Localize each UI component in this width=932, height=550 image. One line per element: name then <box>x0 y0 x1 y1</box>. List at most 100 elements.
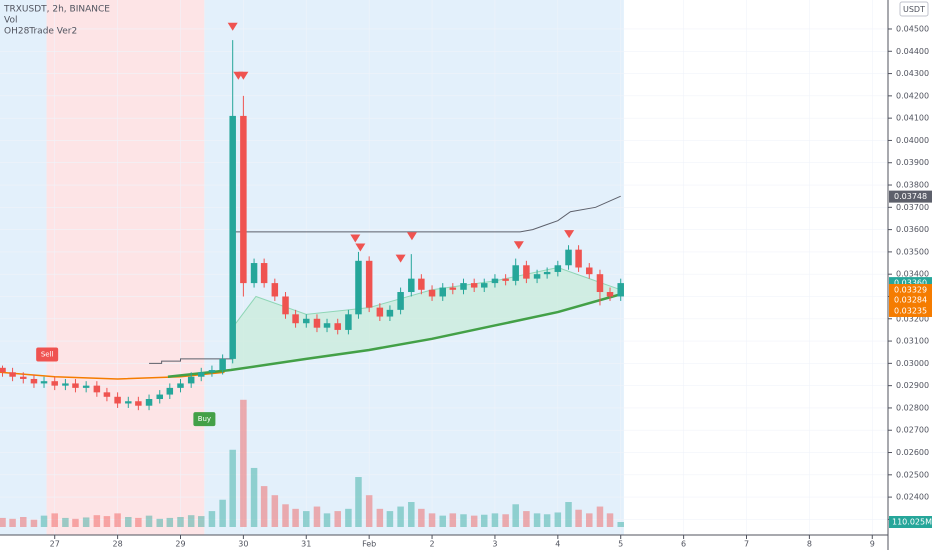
candle-body <box>386 309 394 317</box>
volume-bar <box>449 513 457 527</box>
candle-body <box>240 115 247 284</box>
candle-body <box>313 318 321 328</box>
candle-body <box>229 115 236 359</box>
volume-bar <box>439 515 446 527</box>
x-tick-label: 9 <box>870 540 875 549</box>
y-tick-label: 0.04500 <box>896 24 929 33</box>
candle-body <box>135 401 142 406</box>
volume-bar <box>20 517 27 527</box>
x-tick-label: 3 <box>492 540 497 549</box>
x-tick-label: 8 <box>807 540 812 549</box>
candle-body <box>20 376 27 379</box>
y-tick-label: 0.03000 <box>896 359 929 368</box>
session-region <box>0 0 47 535</box>
volume-bar <box>82 517 90 527</box>
price-label: 0.03284 <box>894 296 927 305</box>
sell-signal <box>395 254 406 263</box>
volume-bar <box>250 467 258 527</box>
candle-body <box>177 383 184 388</box>
volume-bar <box>397 506 404 527</box>
candle-body <box>187 376 195 384</box>
candle-body <box>523 265 530 279</box>
volume-bar <box>51 513 58 527</box>
candle-body <box>554 265 562 272</box>
volume-bar <box>282 504 289 527</box>
candle-body <box>334 323 341 330</box>
price-label-box <box>889 284 932 297</box>
candle-body <box>72 383 79 388</box>
volume-bar <box>617 522 624 527</box>
sell-signal <box>350 234 361 243</box>
volume-bar <box>303 511 310 527</box>
candle-body <box>30 378 38 384</box>
candle-body <box>418 278 425 290</box>
signal-tag-label: Sell <box>41 350 54 358</box>
volume-bar <box>491 513 499 527</box>
volume-bar <box>0 517 6 527</box>
x-tick-label: Feb <box>362 540 376 549</box>
volume-bar <box>345 508 352 527</box>
candle-body <box>470 283 478 288</box>
candle-body <box>82 385 90 388</box>
volume-bar <box>596 506 604 527</box>
volume-bar <box>40 515 48 527</box>
volume-bar <box>386 511 394 527</box>
legend-item: OH28Trade Ver2 <box>4 27 77 37</box>
volume-bar <box>187 515 195 527</box>
y-tick-label: 0.04400 <box>896 47 929 56</box>
volume-bar <box>418 508 425 527</box>
y-tick-label: 0.04300 <box>896 69 929 78</box>
volume-bar <box>575 509 582 527</box>
price-label-box <box>889 304 932 317</box>
x-tick-label: 31 <box>301 540 311 549</box>
candle-body <box>208 370 216 373</box>
y-tick-label: 0.04200 <box>896 91 929 100</box>
candle-body <box>292 314 299 324</box>
sell-signal <box>238 71 249 80</box>
candle-body <box>0 367 6 373</box>
y-tick-label: 0.03800 <box>896 181 929 190</box>
y-tick-label: 0.03700 <box>896 203 929 212</box>
candle-body <box>40 381 48 384</box>
candle-body <box>491 278 499 284</box>
volume-label-box <box>889 516 932 529</box>
volume-bar <box>523 511 530 527</box>
volume-bar <box>156 518 163 527</box>
sell-signal <box>355 243 366 252</box>
candle-body <box>617 283 624 297</box>
candle-body <box>260 263 268 284</box>
volume-bar <box>606 513 614 527</box>
candle-body <box>408 278 415 293</box>
candle-body <box>575 249 582 268</box>
volume-bar <box>93 515 101 527</box>
volume-bar <box>428 513 436 527</box>
legend-item: Vol <box>4 16 17 26</box>
signal-tag-label: Buy <box>198 415 211 423</box>
y-tick-label: 0.02800 <box>896 403 929 412</box>
y-tick-label: 0.03100 <box>896 337 929 346</box>
currency-box <box>899 1 929 17</box>
x-tick-label: 4 <box>555 540 560 549</box>
candle-body <box>166 387 174 395</box>
candle-body <box>145 399 153 406</box>
sell-signal <box>227 22 238 31</box>
candle-body <box>93 385 101 393</box>
candle-body <box>460 283 467 290</box>
candle-body <box>543 271 551 275</box>
volume-bar <box>481 514 488 527</box>
volume-bar <box>365 495 373 527</box>
price-axis <box>888 0 932 550</box>
volume-bar <box>470 515 478 527</box>
volume-bar <box>177 517 184 527</box>
volume-bar <box>197 516 205 527</box>
price-label: 0.03235 <box>894 306 927 315</box>
signal-tag <box>193 412 216 427</box>
x-tick-label: 30 <box>238 540 248 549</box>
y-tick-label: 0.03400 <box>896 270 929 279</box>
price-label-box <box>889 190 932 203</box>
volume-bar <box>502 514 509 527</box>
signal-tag <box>36 347 59 362</box>
volume-bar <box>240 399 247 527</box>
candle-body <box>481 283 488 288</box>
